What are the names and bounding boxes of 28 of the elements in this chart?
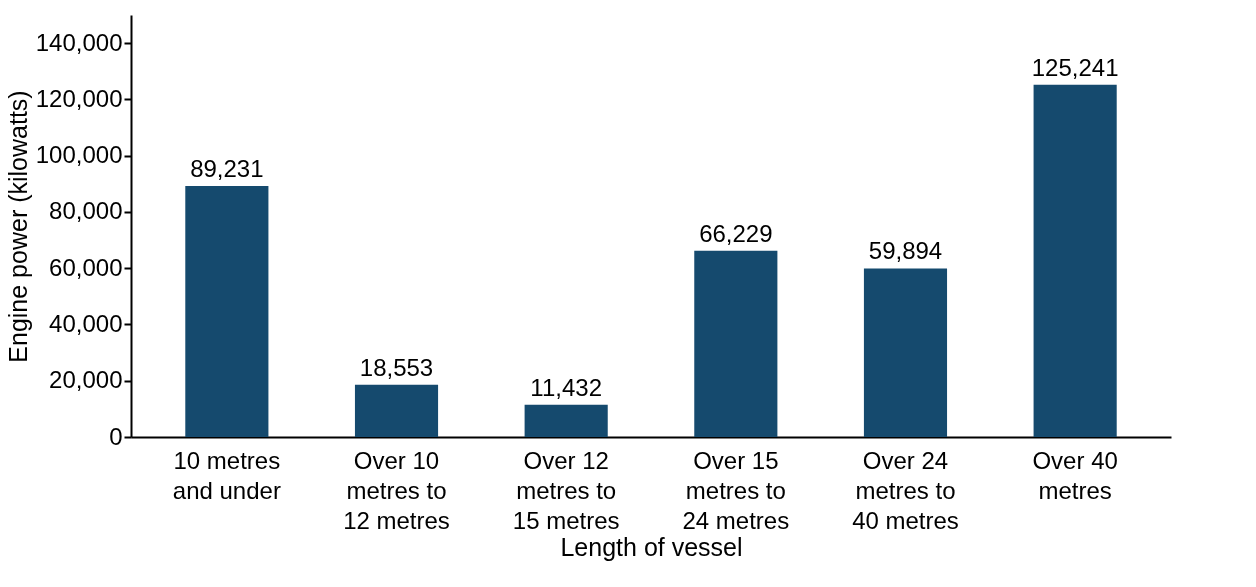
data-label: 18,553 <box>359 353 434 381</box>
x-axis-title: Length of vessel <box>560 532 743 561</box>
y-tick-label: 20,000 <box>49 366 123 394</box>
x-tick-label: Over 40 metres <box>1032 446 1118 504</box>
y-tick-label: 60,000 <box>49 253 123 281</box>
bar <box>185 185 269 437</box>
y-tick-label: 80,000 <box>49 197 123 225</box>
y-tick-label: 0 <box>109 422 123 450</box>
data-label: 11,432 <box>530 373 602 401</box>
x-tick-label: Over 15 metres to 24 metres <box>682 446 790 534</box>
x-tick-label: 10 metres and under <box>172 446 281 504</box>
bar <box>354 384 439 437</box>
x-tick-label: Over 24 metres to 40 metres <box>852 446 959 534</box>
y-tick-label: 140,000 <box>35 28 123 56</box>
x-tick-label: Over 10 metres to 12 metres <box>343 446 450 534</box>
bar <box>1033 84 1117 437</box>
y-axis-title: Engine power (kilowatts) <box>3 90 32 363</box>
data-label: 66,229 <box>699 219 773 247</box>
data-label: 59,894 <box>868 237 943 265</box>
bar <box>694 250 778 437</box>
data-label: 125,241 <box>1031 53 1119 81</box>
y-tick-label: 120,000 <box>35 84 123 112</box>
bar <box>524 404 608 437</box>
x-tick-label: Over 12 metres to 15 metres <box>512 446 620 534</box>
bar <box>863 268 948 437</box>
y-tick-label: 40,000 <box>49 309 123 337</box>
y-tick-label: 100,000 <box>35 141 123 169</box>
data-label: 89,231 <box>190 154 264 182</box>
